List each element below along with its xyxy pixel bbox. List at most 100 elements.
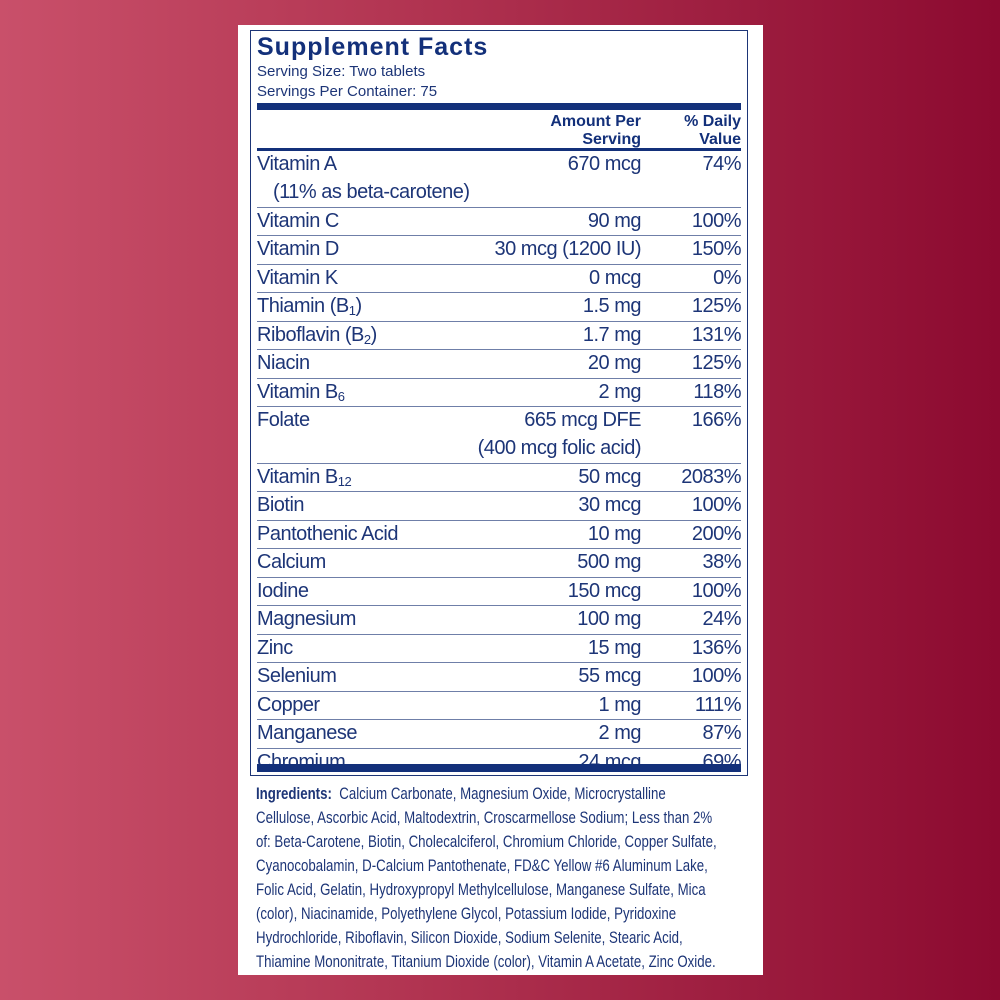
nutrient-daily-value: 38%	[702, 551, 741, 573]
nutrient-name: Manganese	[257, 720, 358, 748]
ingredients-line: Ingredients: Calcium Carbonate, Magnesiu…	[256, 782, 666, 806]
facts-title: Supplement Facts	[257, 33, 489, 61]
ingredients-text: Calcium Carbonate, Magnesium Oxide, Micr…	[339, 784, 666, 803]
nutrient-note: (11% as beta-carotene)	[273, 180, 470, 203]
nutrient-amount: 100 mg	[577, 608, 641, 630]
ingredients-line: (color), Niacinamide, Polyethylene Glyco…	[256, 904, 677, 923]
nutrient-daily-value: 100%	[691, 579, 742, 602]
nutrient-amount: 30 mcg	[578, 494, 641, 516]
nutrient-row: Vitamin B6 2 mg 118%	[257, 379, 741, 407]
nutrient-name-text: Manganese	[257, 722, 358, 744]
nutrient-name-text: Iodine	[257, 579, 309, 602]
nutrient-amount: 55 mcg	[578, 665, 641, 687]
nutrient-name-text: Magnesium	[257, 608, 356, 630]
nutrient-subscript: 1	[348, 303, 356, 318]
nutrient-daily-value: 0%	[713, 266, 741, 289]
serving-size: Serving Size: Two tablets	[257, 63, 426, 80]
nutrient-amount: 2 mg	[598, 380, 642, 403]
header-divider	[257, 148, 741, 151]
amount-header: Amount Per Serving	[550, 113, 641, 149]
nutrient-daily-value: 100%	[691, 209, 742, 232]
nutrient-amount: 1.7 mg	[582, 323, 642, 346]
nutrient-row: Riboflavin (B2) 1.7 mg 131%	[257, 322, 742, 350]
ingredients-line: Thiamine Mononitrate, Titanium Dioxide (…	[256, 952, 716, 971]
nutrient-name: Vitamin B12	[257, 464, 352, 492]
nutrient-daily-value: 166%	[691, 409, 742, 431]
nutrient-amount-note: (400 mcg folic acid)	[477, 436, 642, 459]
nutrient-daily-value: 24%	[702, 608, 741, 630]
nutrient-row: Magnesium 100 mg 24%	[257, 606, 741, 635]
nutrient-row: Iodine 150 mcg 100%	[257, 578, 742, 606]
nutrient-name-text: Zinc	[257, 636, 293, 659]
nutrient-row: Thiamin (B1) 1.5 mg 125%	[257, 293, 742, 322]
nutrient-daily-value: 111%	[694, 693, 742, 716]
nutrient-row: Vitamin K 0 mcg 0%	[257, 265, 741, 293]
nutrient-amount: 30 mcg (1200 IU)	[494, 238, 641, 260]
nutrient-name: Calcium	[257, 549, 326, 577]
bottom-thick-divider	[257, 764, 741, 772]
nutrient-amount: 1.5 mg	[582, 295, 642, 317]
nutrient-row: Calcium 500 mg 38%	[257, 549, 741, 578]
nutrient-table: Vitamin A 670 mcg 74% (11% as beta-carotene…	[257, 151, 742, 776]
nutrient-name: Magnesium	[257, 606, 356, 634]
nutrient-daily-value: 125%	[691, 295, 742, 317]
thick-divider	[257, 103, 741, 110]
nutrient-daily-value: 136%	[691, 636, 742, 659]
nutrient-daily-value: 131%	[691, 323, 742, 346]
nutrient-subscript: 2	[363, 331, 371, 347]
nutrient-name: Copper	[257, 692, 320, 720]
nutrient-amount: 500 mg	[577, 551, 641, 573]
supplement-facts-panel: Supplement Facts Serving Size: Two table…	[238, 25, 763, 975]
nutrient-amount: 665 mcg DFE	[524, 409, 641, 431]
nutrient-row: Zinc 15 mg 136%	[257, 635, 742, 663]
nutrient-daily-value: 125%	[691, 352, 742, 374]
ingredients-label: Ingredients:	[256, 784, 332, 803]
nutrient-name-text: Riboflavin (B	[257, 323, 364, 346]
nutrient-amount: 2 mg	[598, 722, 642, 744]
nutrient-daily-value: 74%	[702, 153, 741, 175]
nutrient-name: Vitamin B6	[257, 379, 345, 407]
nutrient-daily-value: 100%	[691, 494, 742, 516]
nutrient-name-suffix: )	[355, 295, 362, 317]
ingredients-block: Ingredients: Calcium Carbonate, Magnesiu…	[256, 782, 756, 974]
dv-header-line2: Value	[699, 131, 741, 148]
nutrient-row: Selenium 55 mcg 100%	[257, 663, 742, 692]
ingredients-line: Cellulose, Ascorbic Acid, Maltodextrin, …	[256, 808, 713, 827]
nutrient-row: Vitamin C 90 mg 100%	[257, 208, 742, 236]
nutrient-row: Folate 665 mcg DFE 166% (400 mcg folic acid…	[257, 407, 742, 464]
dv-header-line1: % Daily	[684, 113, 741, 130]
nutrient-name-text: Biotin	[257, 494, 305, 516]
nutrient-row: Niacin 20 mg 125%	[257, 350, 742, 379]
amount-header-line1: Amount Per	[550, 113, 641, 130]
dv-header: % Daily Value	[684, 113, 741, 149]
nutrient-name-text: Calcium	[257, 551, 326, 573]
nutrient-daily-value: 200%	[691, 522, 742, 545]
ingredients-line: Folic Acid, Gelatin, Hydroxypropyl Methy…	[256, 880, 706, 899]
ingredients-line: Cyanocobalamin, D-Calcium Pantothenate, …	[256, 856, 708, 875]
nutrient-name-text: Selenium	[257, 665, 337, 687]
nutrient-row: Manganese 2 mg 87%	[257, 720, 741, 749]
nutrient-name: Pantothenic Acid	[257, 521, 399, 549]
nutrient-name-text: Vitamin C	[257, 209, 339, 232]
nutrient-row: Copper 1 mg 111%	[257, 692, 742, 720]
servings-per-container: Servings Per Container: 75	[257, 83, 438, 100]
nutrient-amount: 90 mg	[587, 209, 642, 232]
ingredients-line: of: Beta-Carotene, Biotin, Cholecalcifer…	[256, 832, 717, 851]
nutrient-daily-value: 100%	[691, 665, 742, 687]
nutrient-amount: 10 mg	[587, 522, 642, 545]
nutrient-amount: 670 mcg	[567, 153, 642, 175]
nutrient-name: Biotin	[257, 492, 305, 520]
nutrient-name: Vitamin A	[257, 151, 337, 179]
nutrient-row: Biotin 30 mcg 100%	[257, 492, 742, 521]
nutrient-daily-value: 118%	[693, 380, 741, 403]
nutrient-name: Niacin	[257, 350, 310, 378]
nutrient-row: Vitamin B12 50 mcg 2083%	[257, 464, 741, 492]
nutrient-name-text: Vitamin K	[257, 266, 338, 289]
nutrient-name-text: Vitamin A	[257, 153, 337, 175]
nutrient-row: Vitamin A 670 mcg 74% (11% as beta-carotene…	[257, 151, 741, 208]
nutrient-amount: 1 mg	[598, 693, 642, 716]
amount-header-line2: Serving	[582, 131, 641, 148]
nutrient-name-text: Vitamin B	[257, 465, 338, 488]
nutrient-daily-value: 87%	[702, 722, 741, 744]
nutrient-amount: 0 mcg	[589, 266, 641, 289]
